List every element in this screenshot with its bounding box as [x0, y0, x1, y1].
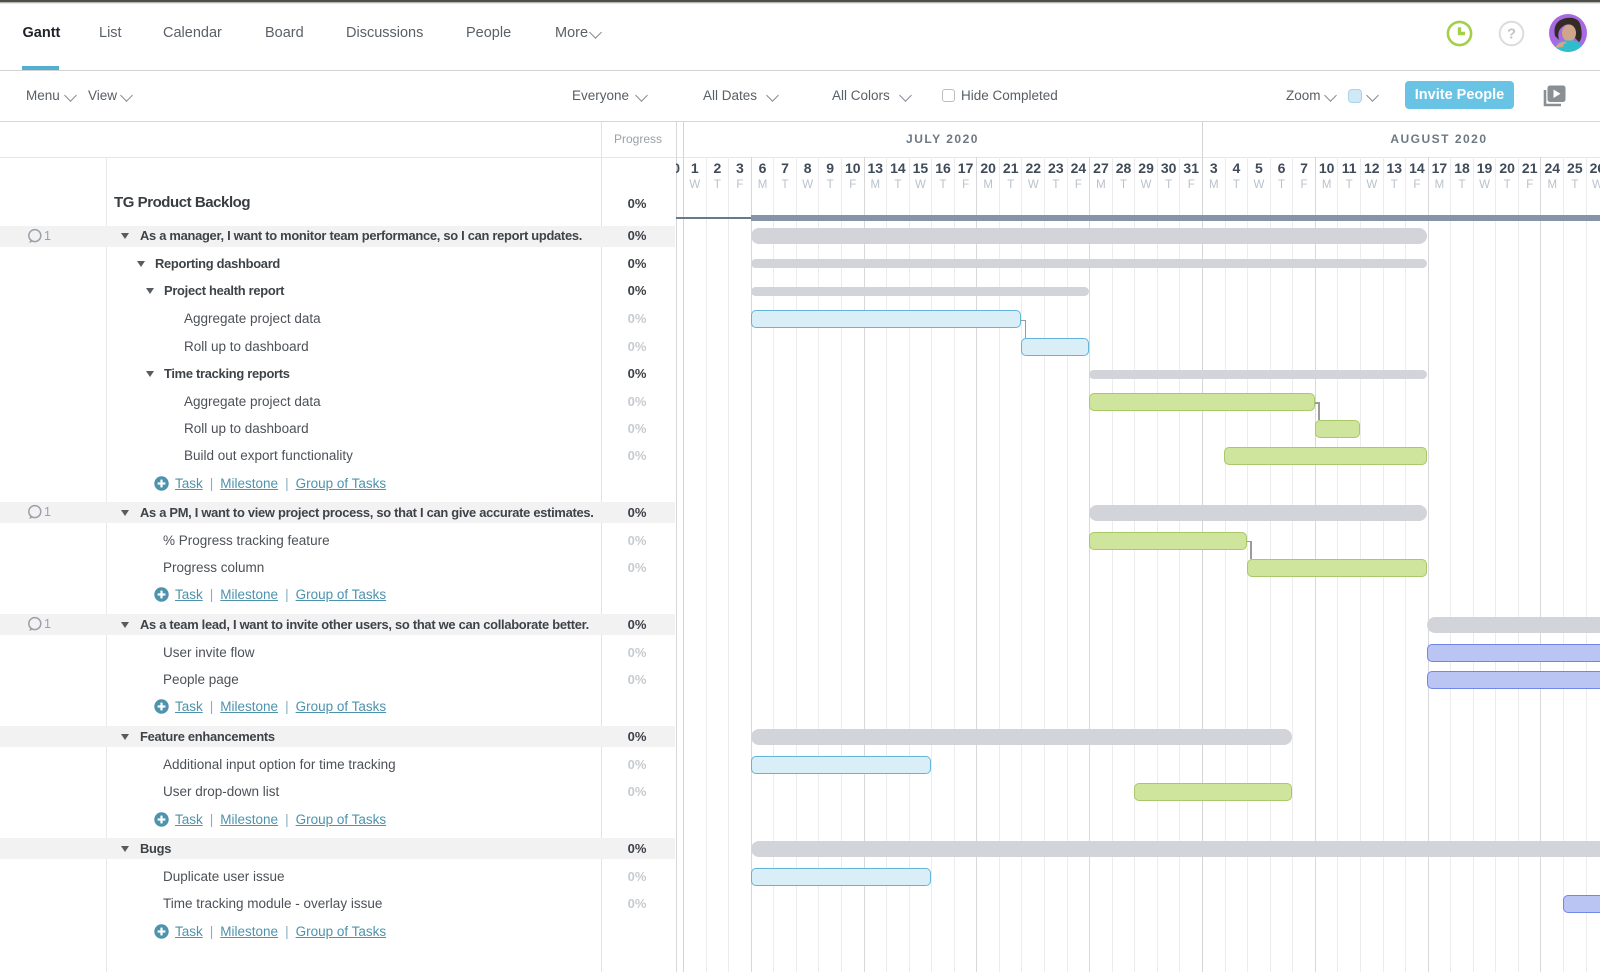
svg-text:?: ?: [1507, 26, 1516, 42]
